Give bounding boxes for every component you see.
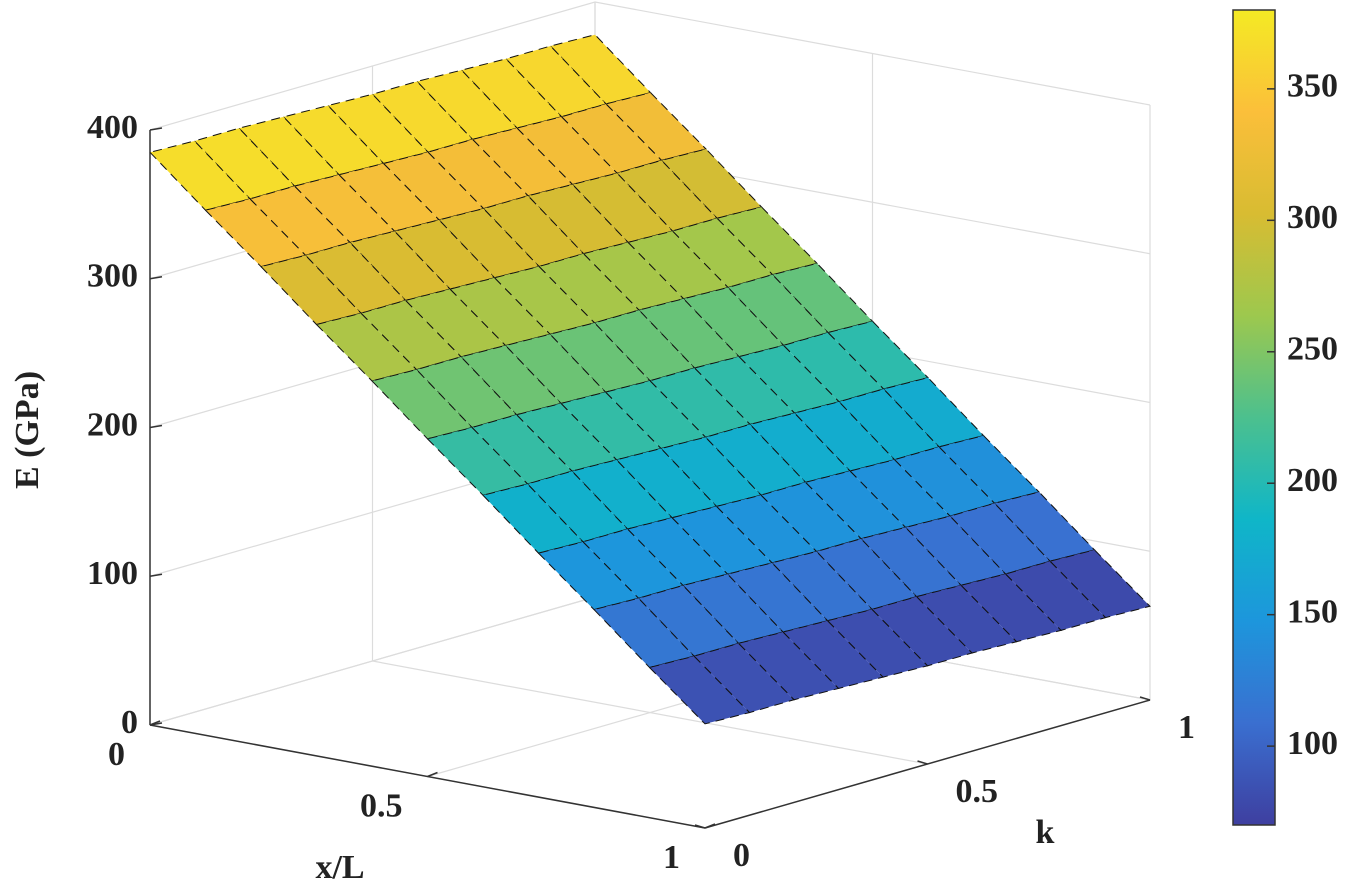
z-tick	[149, 424, 163, 429]
z-tick	[149, 127, 163, 131]
surface	[149, 34, 1151, 725]
colorbar-tick-label: 150	[1287, 593, 1338, 630]
k-tick	[1139, 696, 1151, 701]
k-tick	[917, 760, 928, 765]
z-tick-label: 400	[87, 109, 138, 146]
labels: 0 100 200 300 400 0 0.5 1 0 0.5 1 x/L k E (GPa) 100 150…	[9, 9, 1338, 886]
colorbar-tick-label: 250	[1287, 331, 1338, 368]
z-tick-label: 200	[87, 406, 138, 443]
x-tick	[704, 823, 716, 829]
colorbar-tick-label: 200	[1287, 462, 1338, 499]
x-tick-label: 0	[108, 736, 125, 773]
x-tick-label: 0.5	[360, 787, 403, 824]
x-axis-label: x/L	[315, 849, 364, 886]
z-tick-label: 300	[87, 258, 138, 295]
k-axis-label: k	[1036, 814, 1055, 851]
colorbar-tick-label: 350	[1287, 68, 1338, 105]
z-tick-label: 0	[121, 704, 138, 741]
surface-cell	[648, 655, 751, 725]
x-tick	[427, 771, 438, 778]
k-tick-label: 0	[733, 837, 750, 874]
colorbar	[1232, 9, 1276, 826]
k-tick	[694, 824, 706, 829]
z-axis-label: E (GPa)	[9, 371, 46, 489]
z-tick	[149, 276, 163, 280]
colorbar-tick-label: 100	[1287, 725, 1338, 762]
x-tick	[149, 720, 161, 726]
colorbar-tick-label: 300	[1287, 199, 1338, 236]
z-tick	[149, 573, 163, 577]
z-tick-label: 100	[87, 555, 138, 592]
x-tick-label: 1	[663, 839, 680, 876]
k-tick-label: 0.5	[956, 773, 999, 810]
k-tick-label: 1	[1178, 709, 1195, 746]
